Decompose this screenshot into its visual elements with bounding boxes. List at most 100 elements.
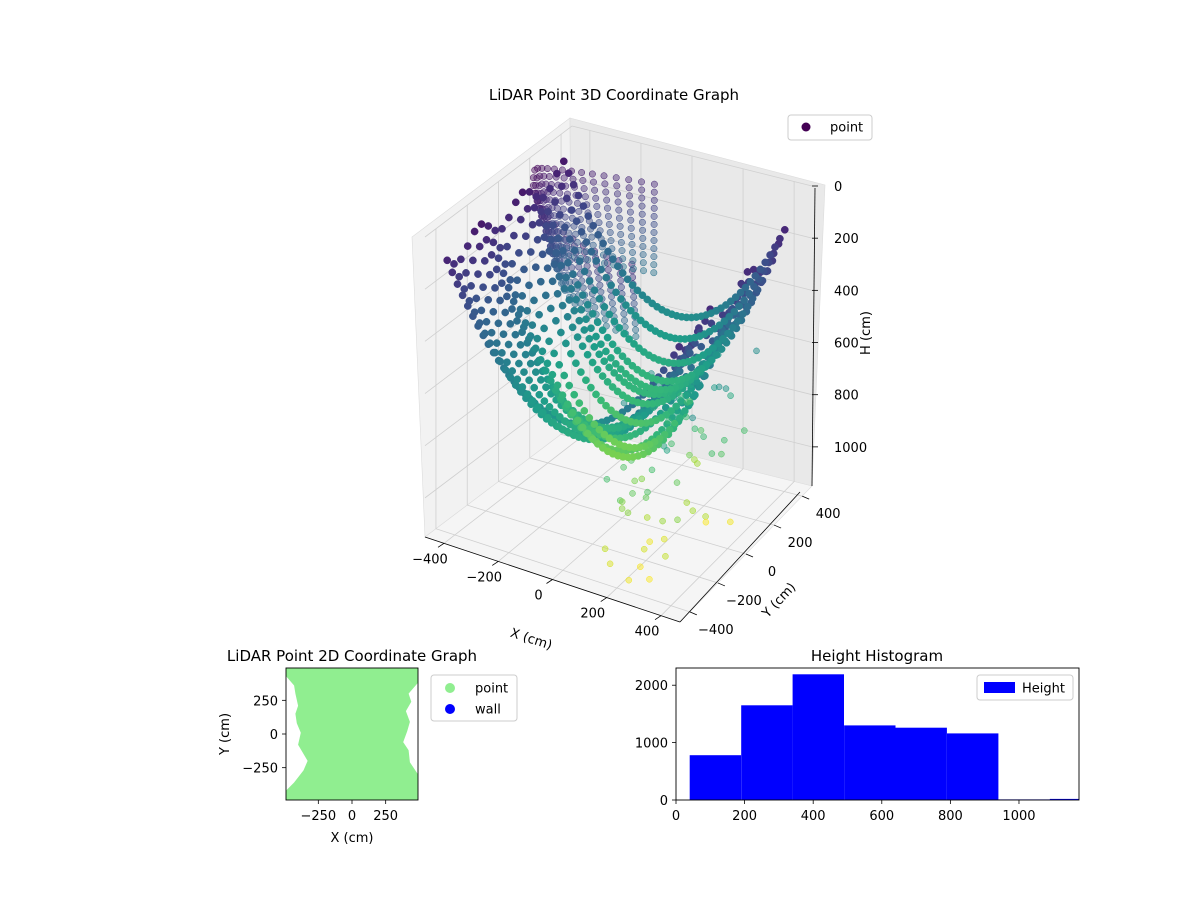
point-3d <box>660 535 668 543</box>
point-3d <box>746 278 755 286</box>
point-3d <box>562 273 570 282</box>
z-tick-label: 600 <box>834 337 859 352</box>
point-3d <box>694 460 701 467</box>
point-3d <box>494 254 503 263</box>
point-3d <box>582 238 591 246</box>
point-3d <box>453 280 462 288</box>
z-axis-ticks: 0 200 400 600 800 1000 <box>812 180 867 456</box>
point-3d <box>570 306 579 315</box>
point-3d <box>738 310 747 318</box>
z-tick-label: 800 <box>834 389 859 404</box>
point-3d <box>475 242 484 251</box>
point-3d <box>668 440 675 448</box>
point-3d <box>614 190 621 198</box>
point-3d <box>646 576 653 583</box>
point-3d <box>601 259 608 267</box>
point-3d <box>640 267 647 275</box>
legend-2d-wall-label: wall <box>475 703 501 718</box>
point-3d <box>543 264 552 273</box>
point-3d <box>569 270 577 278</box>
point-3d <box>575 257 584 266</box>
y-tick-label: 200 <box>788 536 813 551</box>
point-3d <box>689 414 696 422</box>
point-3d <box>536 172 544 180</box>
point-3d <box>686 349 694 357</box>
point-3d <box>638 291 647 300</box>
point-3d <box>484 295 493 304</box>
chart-2d-point-cover <box>286 668 418 800</box>
point-3d <box>729 323 737 332</box>
point-3d <box>588 233 596 241</box>
point-3d <box>602 401 610 410</box>
point-3d <box>491 348 500 357</box>
point-3d <box>477 306 486 315</box>
point-3d <box>613 182 621 190</box>
point-3d <box>593 318 602 327</box>
point-3d <box>546 184 554 193</box>
point-3d <box>487 251 496 259</box>
point-3d <box>592 390 600 399</box>
point-3d <box>725 312 734 321</box>
point-3d <box>606 229 614 236</box>
legend-3d: point <box>787 114 873 141</box>
point-3d <box>691 425 699 433</box>
point-3d <box>607 237 615 245</box>
point-3d <box>578 291 587 299</box>
histogram-bar <box>947 733 999 800</box>
point-3d <box>677 392 684 399</box>
point-3d <box>619 255 627 263</box>
x-tick-label: 400 <box>635 625 660 640</box>
point-3d <box>616 222 624 230</box>
point-3d <box>547 235 556 244</box>
chart-histogram: Height Histogram 0 200 400 600 800 1000 0 1000 2… <box>635 647 1080 824</box>
histogram-x-tick-label: 600 <box>869 809 894 824</box>
point-3d <box>550 349 558 358</box>
point-3d <box>640 545 648 553</box>
point-3d <box>496 357 505 366</box>
point-3d <box>616 365 625 373</box>
point-3d <box>580 326 589 334</box>
point-3d <box>612 174 620 182</box>
point-3d <box>577 368 585 376</box>
histogram-x-tick-label: 0 <box>672 809 680 824</box>
z-axis-line <box>811 187 816 487</box>
point-3d <box>628 240 636 248</box>
point-3d <box>707 356 716 364</box>
point-3d <box>605 363 614 372</box>
point-3d <box>604 266 612 274</box>
point-3d <box>467 282 475 290</box>
point-3d <box>629 249 636 256</box>
y-tick-label: 0 <box>768 565 776 580</box>
point-3d <box>510 231 518 240</box>
point-3d <box>550 408 559 417</box>
point-3d <box>727 518 734 526</box>
x-tick-label: −400 <box>412 552 448 567</box>
point-3d <box>474 270 482 278</box>
point-3d <box>628 281 637 289</box>
point-3d <box>639 234 647 242</box>
point-3d <box>629 265 637 273</box>
point-3d <box>650 229 658 236</box>
point-3d <box>733 317 742 325</box>
point-3d <box>700 433 707 440</box>
point-3d <box>618 498 626 505</box>
point-3d <box>491 226 500 235</box>
point-3d <box>711 384 718 391</box>
point-3d <box>650 220 658 228</box>
point-3d <box>714 351 722 359</box>
point-3d <box>577 228 586 236</box>
point-3d <box>610 317 619 326</box>
point-3d <box>560 371 569 380</box>
point-3d <box>631 311 640 320</box>
point-3d <box>521 350 530 359</box>
point-3d <box>592 256 601 265</box>
point-3d <box>659 357 668 366</box>
point-3d <box>650 245 658 253</box>
point-3d <box>587 383 595 392</box>
x-tick-label: 0 <box>534 589 542 604</box>
point-3d <box>628 232 636 240</box>
point-3d <box>574 191 583 200</box>
point-3d <box>603 378 612 386</box>
point-3d <box>626 306 635 315</box>
